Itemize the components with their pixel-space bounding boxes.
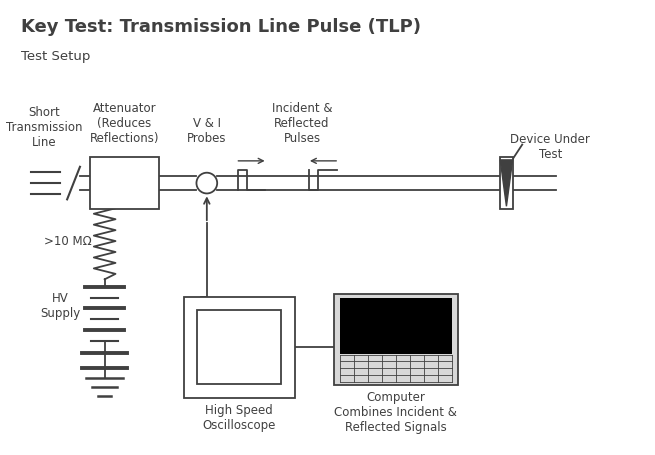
Text: High Speed
Oscilloscope: High Speed Oscilloscope [202,404,276,432]
Bar [340,298,452,354]
Bar [197,310,281,384]
Text: Incident &
Reflected
Pulses: Incident & Reflected Pulses [272,102,332,145]
Text: >10 MΩ: >10 MΩ [44,235,92,248]
Text: V & I
Probes: V & I Probes [187,117,227,145]
Text: Computer
Combines Incident &
Reflected Signals: Computer Combines Incident & Reflected S… [335,391,457,435]
Text: Key Test: Transmission Line Pulse (TLP): Key Test: Transmission Line Pulse (TLP) [21,18,421,36]
Text: Test Setup: Test Setup [21,50,90,63]
Text: Short
Transmission
Line: Short Transmission Line [6,106,82,148]
Bar [90,157,159,209]
Text: HV
Supply: HV Supply [40,293,81,320]
Polygon shape [500,160,513,206]
Text: Attenuator
(Reduces
Reflections): Attenuator (Reduces Reflections) [90,102,159,145]
Bar [183,297,295,398]
Bar [334,294,458,385]
Text: Device Under
Test: Device Under Test [510,133,590,161]
Bar [500,157,514,209]
Circle shape [196,173,217,193]
